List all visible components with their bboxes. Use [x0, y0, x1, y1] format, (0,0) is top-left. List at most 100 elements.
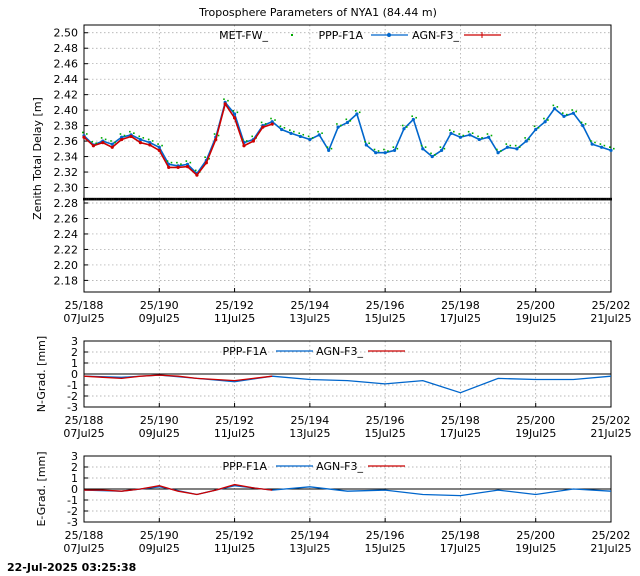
plot-frame: [83, 24, 612, 293]
met-scatter-point: [424, 146, 427, 148]
met-point: [404, 197, 407, 201]
met-point: [175, 197, 178, 201]
met-scatter-point: [358, 111, 361, 114]
met-point: [284, 197, 287, 201]
y-tick-label: 2.20: [54, 259, 79, 272]
met-scatter-point: [326, 146, 329, 148]
x-tick-label-date: 15Jul25: [365, 427, 406, 440]
x-tick-label-date: 17Jul25: [440, 542, 481, 555]
met-point: [235, 197, 238, 201]
met-point: [589, 197, 592, 201]
met-scatter-point: [594, 141, 596, 144]
data-point: [571, 111, 575, 115]
met-point: [107, 197, 110, 201]
y-tick-label: 2.46: [54, 58, 79, 71]
met-point: [194, 197, 197, 201]
data-point: [185, 165, 190, 169]
met-point: [267, 197, 270, 201]
met-point: [337, 197, 340, 201]
data-point: [232, 112, 237, 116]
met-point: [218, 197, 221, 201]
met-point: [256, 197, 259, 201]
met-point: [186, 197, 189, 201]
met-point: [418, 197, 421, 201]
met-point: [487, 197, 490, 201]
met-point: [301, 197, 304, 201]
met-scatter-point: [543, 117, 545, 120]
x-tick-label-date: 17Jul25: [440, 427, 481, 440]
met-point: [472, 197, 475, 201]
met-point: [340, 197, 343, 201]
met-point: [355, 197, 358, 201]
data-point: [195, 173, 199, 177]
met-scatter-point: [443, 147, 446, 150]
x-tick-label-date: 07Jul25: [63, 312, 104, 325]
met-scatter-point: [547, 119, 549, 121]
met-point: [229, 197, 232, 201]
y-tick-label: 2.48: [54, 42, 79, 55]
met-point: [444, 197, 447, 201]
met-point: [478, 197, 481, 201]
x-tick-label-date: 19Jul25: [515, 312, 556, 325]
met-scatter-point: [283, 126, 286, 129]
met-point: [557, 197, 560, 201]
met-point: [96, 197, 99, 201]
met-point: [416, 197, 419, 201]
met-scatter-point: [213, 133, 216, 135]
met-point: [357, 197, 360, 201]
met-point: [278, 197, 281, 201]
x-tick-label-doy: 25/194: [291, 529, 330, 542]
y-tick-label: 1: [71, 357, 78, 370]
met-point: [290, 197, 293, 201]
x-tick-label-date: 09Jul25: [139, 542, 180, 555]
met-point: [242, 197, 245, 201]
data-point: [138, 141, 143, 145]
met-scatter-point: [364, 140, 366, 143]
met-point: [367, 197, 370, 201]
met-point: [504, 197, 507, 201]
data-point: [91, 144, 96, 148]
data-point: [552, 106, 557, 111]
met-point: [109, 197, 112, 201]
x-tick-label-doy: 25/192: [215, 529, 254, 542]
met-point: [602, 197, 605, 201]
met-point: [163, 197, 166, 201]
met-point: [322, 197, 325, 201]
x-tick-label-date: 17Jul25: [440, 312, 481, 325]
met-point: [105, 197, 108, 201]
met-point: [231, 197, 234, 201]
met-point: [348, 197, 351, 201]
met-point: [188, 197, 191, 201]
y-axis-label: Zenith Total Delay [m]: [31, 97, 44, 220]
met-point: [90, 197, 93, 201]
met-point: [542, 197, 545, 201]
data-point: [298, 134, 303, 139]
met-point: [551, 197, 554, 201]
met-scatter-point: [311, 137, 314, 139]
data-point: [176, 165, 180, 169]
met-point: [579, 197, 582, 201]
data-point: [402, 127, 406, 131]
met-point: [248, 197, 251, 201]
met-point: [438, 197, 441, 201]
met-point: [380, 197, 383, 201]
met-scatter-point: [603, 144, 606, 147]
y-tick-label: -3: [67, 401, 78, 414]
met-point: [350, 197, 353, 201]
data-point: [609, 148, 613, 152]
x-tick-label-doy: 25/190: [140, 529, 179, 542]
met-scatter-point: [298, 132, 301, 135]
met-scatter-point: [434, 154, 436, 156]
legend-label-met: MET-FW_: [219, 29, 268, 42]
met-point: [203, 197, 206, 201]
met-scatter-point: [609, 146, 611, 148]
met-point: [244, 197, 247, 201]
x-tick-label-date: 13Jul25: [289, 542, 330, 555]
met-point: [162, 197, 165, 201]
met-point: [160, 197, 163, 201]
data-point: [440, 148, 444, 152]
x-tick-label-doy: 25/198: [441, 529, 480, 542]
met-point: [465, 197, 468, 201]
met-scatter-point: [571, 109, 573, 111]
met-point: [425, 197, 428, 201]
